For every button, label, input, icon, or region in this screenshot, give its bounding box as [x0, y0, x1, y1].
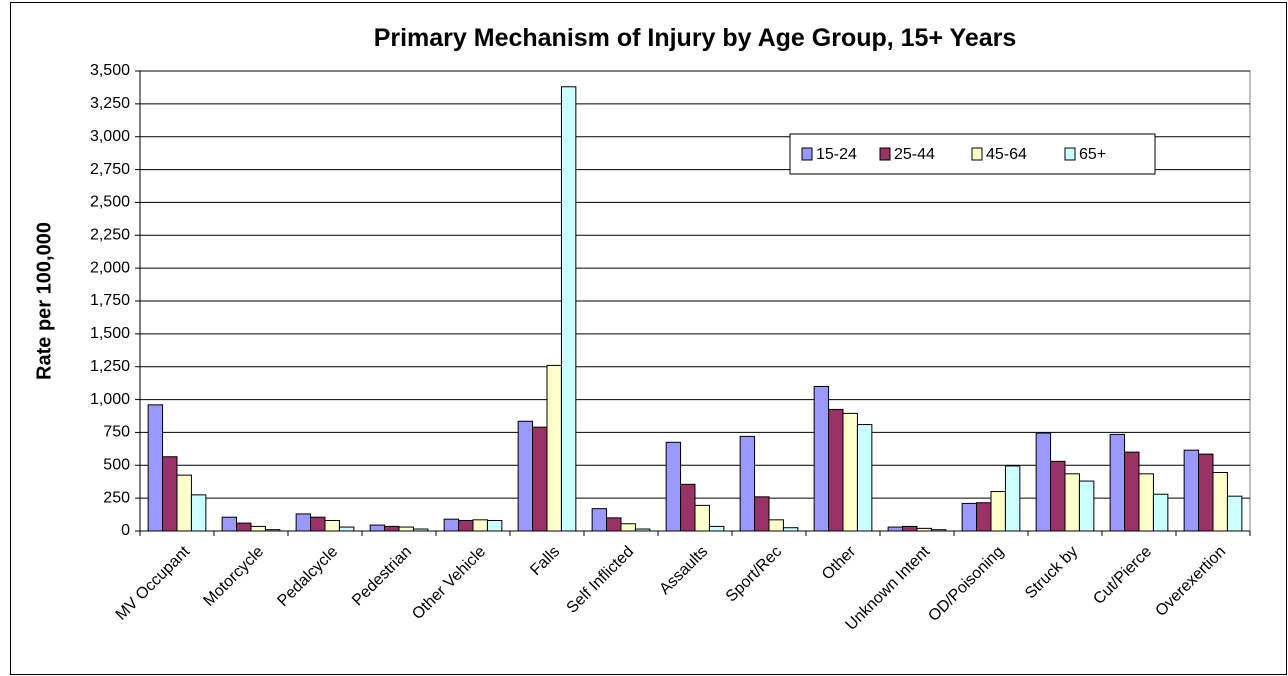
bar: [295, 513, 312, 532]
bar: [1064, 473, 1080, 532]
y-tick-label: 1,250: [90, 358, 130, 375]
bar: [990, 491, 1006, 532]
y-tick-label: 2,500: [90, 194, 130, 211]
y-tick-label: 3,000: [90, 128, 130, 145]
bar: [338, 526, 355, 532]
bar: [324, 519, 340, 532]
bar: [147, 404, 164, 532]
bar: [680, 483, 696, 532]
bar: [236, 522, 252, 532]
legend-label: 25-44: [894, 146, 935, 163]
y-tick-label: 2,000: [90, 259, 130, 276]
y-tick-label: 1,000: [90, 391, 130, 408]
bar: [176, 474, 192, 532]
bar: [708, 525, 725, 532]
legend-swatch: [971, 147, 983, 161]
legend-swatch: [801, 147, 813, 161]
bar: [1050, 460, 1066, 532]
bar: [842, 412, 858, 532]
bar: [546, 364, 562, 532]
bar: [887, 526, 904, 532]
bar: [384, 525, 400, 532]
legend-label: 45-64: [986, 146, 1027, 163]
y-tick-label: 750: [103, 424, 130, 441]
chart-title: Primary Mechanism of Injury by Age Group…: [374, 24, 1017, 52]
y-tick-label: 3,500: [90, 62, 130, 79]
y-axis-label: Rate per 100,000: [33, 222, 55, 380]
bar: [369, 524, 386, 532]
y-tick-label: 500: [103, 457, 130, 474]
bar: [1004, 465, 1021, 532]
y-tick-label: 250: [103, 489, 130, 506]
y-tick-label: 3,250: [90, 95, 130, 112]
bar: [1035, 432, 1052, 532]
legend-swatch: [1064, 147, 1076, 161]
bar: [1183, 449, 1200, 532]
legend-swatch: [879, 147, 891, 161]
bar: [486, 519, 503, 532]
y-tick-label: 2,250: [90, 227, 130, 244]
bar: [856, 424, 873, 532]
y-tick-label: 2,750: [90, 161, 130, 178]
bar: [190, 494, 207, 532]
bar: [560, 86, 577, 532]
bar: [221, 516, 238, 532]
bar: [1138, 473, 1154, 532]
bar: [665, 441, 682, 532]
bar: [532, 426, 548, 532]
bar: [961, 502, 978, 532]
bar: [458, 519, 474, 532]
bar: [517, 420, 534, 532]
bar: [1212, 472, 1228, 532]
bar: [1226, 495, 1243, 532]
y-tick-label: 0: [121, 522, 130, 539]
bar: [1152, 493, 1169, 532]
bar: [694, 504, 710, 532]
bar: [1124, 451, 1140, 532]
bar: [162, 456, 178, 532]
bar: [310, 516, 326, 532]
bar: [754, 496, 770, 532]
bar: [472, 519, 488, 532]
y-tick-label: 1,500: [90, 325, 130, 342]
bar: [813, 385, 830, 532]
y-tick-label: 1,750: [90, 292, 130, 309]
bar: [1078, 480, 1095, 532]
bar: [1198, 453, 1214, 532]
bar: [1109, 433, 1126, 532]
legend-label: 65+: [1079, 146, 1106, 163]
bar: [620, 523, 636, 532]
bar: [591, 508, 608, 532]
bar: [739, 435, 756, 532]
bar: [606, 517, 622, 532]
bar: [398, 526, 414, 532]
bar: [443, 518, 460, 532]
bar: [768, 519, 784, 532]
bar: [976, 502, 992, 532]
bar: [902, 525, 918, 532]
legend-label: 15-24: [816, 146, 857, 163]
bar: [828, 408, 844, 532]
bar: [250, 525, 266, 532]
